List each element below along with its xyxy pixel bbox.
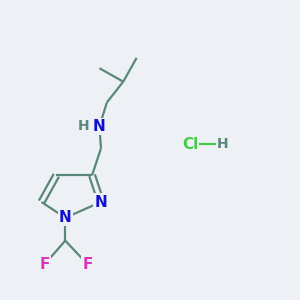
- Text: N: N: [93, 119, 106, 134]
- Text: Cl: Cl: [182, 136, 198, 152]
- Text: H: H: [77, 119, 89, 133]
- Text: N: N: [94, 194, 107, 209]
- Text: H: H: [217, 137, 229, 151]
- Text: F: F: [82, 257, 93, 272]
- Text: N: N: [59, 210, 72, 225]
- Text: F: F: [39, 257, 50, 272]
